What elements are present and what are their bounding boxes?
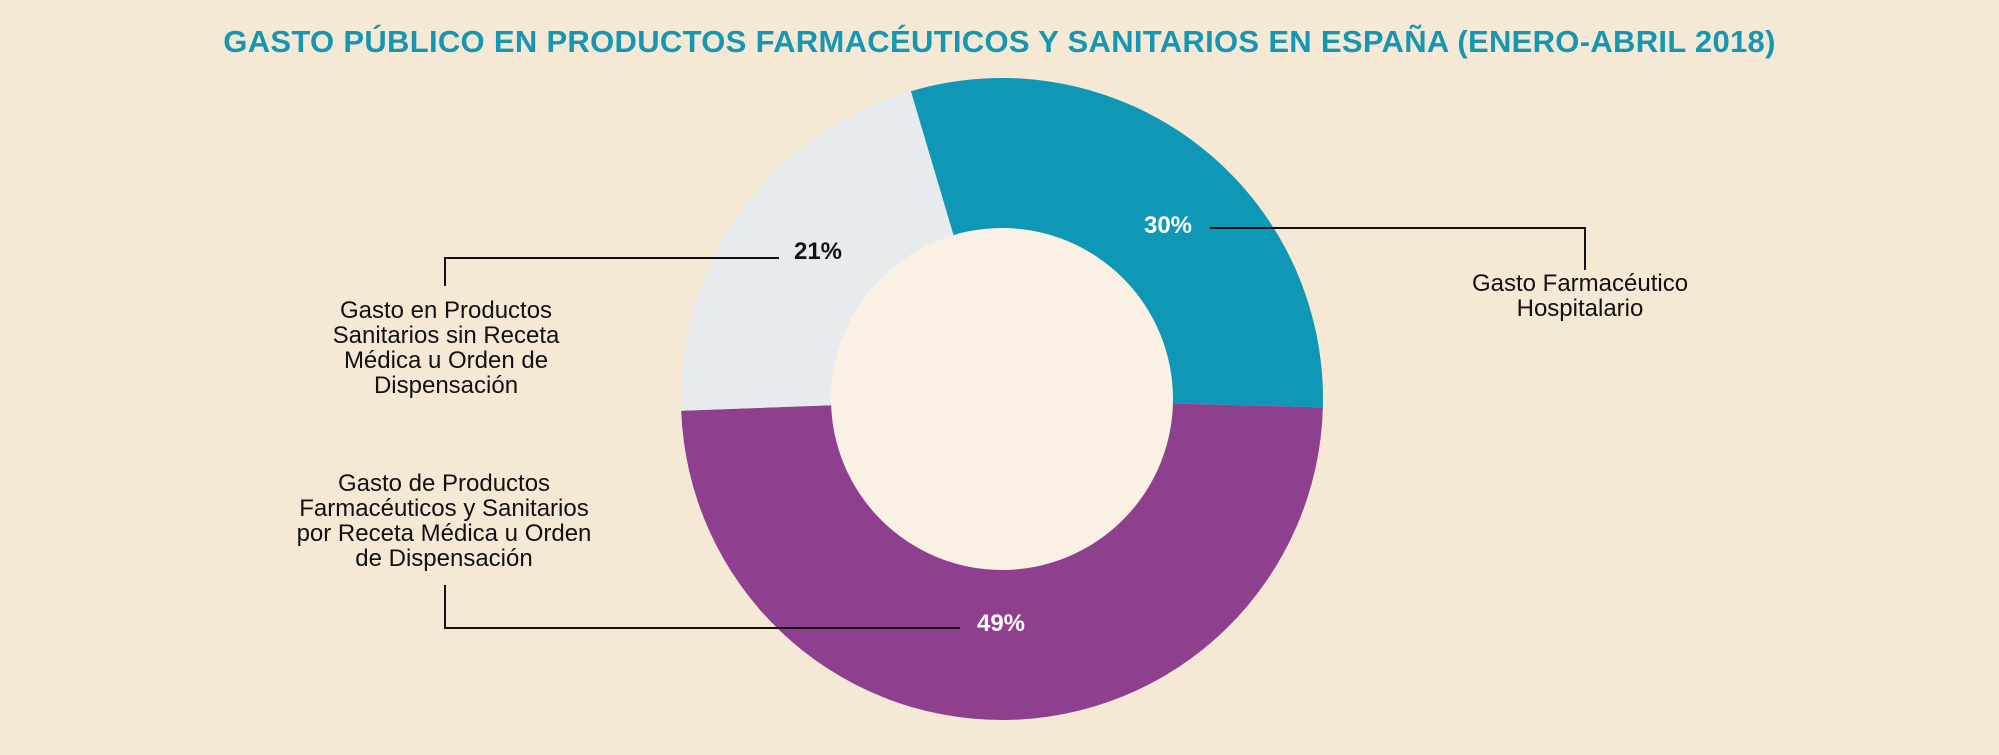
label-line: Gasto de Productos bbox=[337, 470, 551, 497]
legend-label-sin-receta: Gasto en Productos Sanitarios sin Receta… bbox=[296, 298, 596, 398]
pct-label-hospitalario: 30% bbox=[1144, 212, 1192, 239]
label-line: por Receta Médica u Orden bbox=[296, 520, 592, 547]
label-line: Farmacéuticos y Sanitarios bbox=[299, 495, 589, 522]
leader-line-receta bbox=[444, 585, 960, 629]
leader-line-hospitalario bbox=[1210, 227, 1586, 270]
pct-label-receta: 49% bbox=[977, 610, 1025, 637]
label-line: Hospitalario bbox=[1516, 295, 1644, 322]
label-line: Dispensación bbox=[373, 372, 519, 399]
legend-label-hospitalario: Gasto Farmacéutico Hospitalario bbox=[1430, 271, 1730, 321]
leader-line-sin-receta bbox=[444, 257, 779, 286]
legend-label-receta: Gasto de Productos Farmacéuticos y Sanit… bbox=[269, 471, 619, 571]
pct-label-sin-receta: 21% bbox=[794, 238, 842, 265]
label-line: de Dispensación bbox=[355, 545, 533, 572]
label-line: Gasto en Productos bbox=[339, 297, 553, 324]
label-line: Sanitarios sin Receta bbox=[332, 322, 560, 349]
label-line: Médica u Orden de bbox=[343, 347, 549, 374]
label-line: Gasto Farmacéutico bbox=[1471, 270, 1689, 297]
donut-hole bbox=[831, 228, 1173, 570]
chart-title: GASTO PÚBLICO EN PRODUCTOS FARMACÉUTICOS… bbox=[223, 24, 1776, 59]
